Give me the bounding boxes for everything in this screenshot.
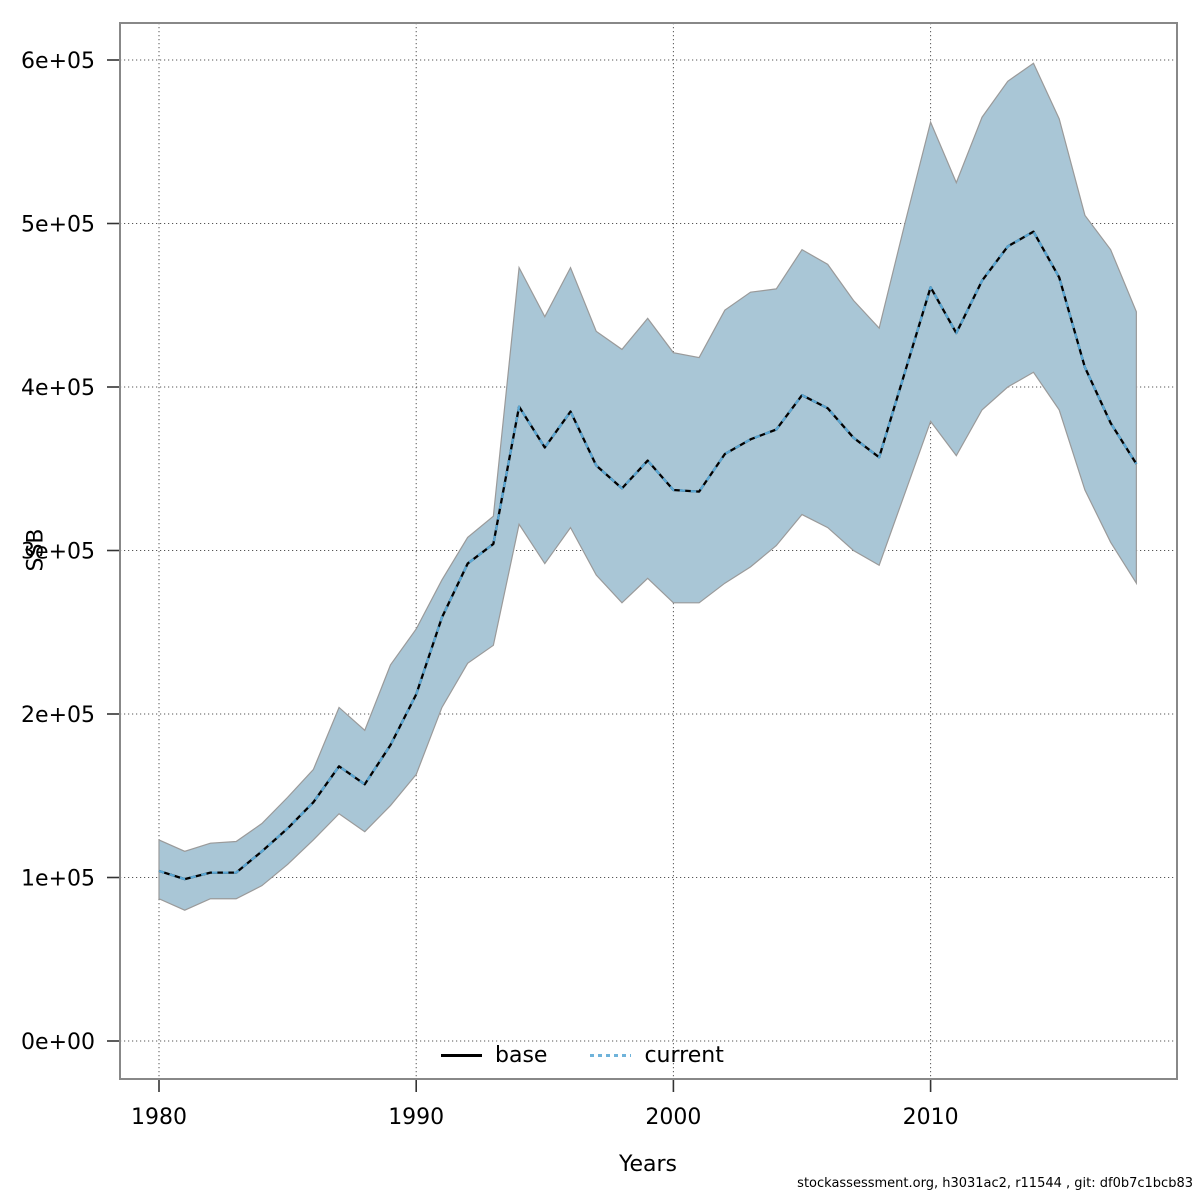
- series-line-current: [158, 230, 1138, 881]
- y-tick-label: 3e+05: [21, 540, 95, 565]
- x-tick-label: 1990: [388, 1105, 444, 1130]
- y-tick-label: 1e+05: [21, 867, 95, 892]
- series-lines: [158, 230, 1138, 881]
- confidence-band-area: [158, 62, 1137, 911]
- axis-tick-labels: 0e+00 1e+05 2e+05 3e+05 4e+05 5e+05 6e+05 1980 1…: [21, 49, 959, 1130]
- y-tick-label: 4e+05: [21, 376, 95, 401]
- confidence-band: [158, 62, 1137, 911]
- footer-credit: stockassessment.org, h3031ac2, r11544 , …: [797, 1176, 1193, 1191]
- legend-label-current: current: [644, 1043, 724, 1068]
- y-tick-label: 0e+00: [21, 1030, 95, 1055]
- plot-border-rect: [119, 22, 1178, 1080]
- legend-key-base-line: [441, 1054, 482, 1057]
- x-tick-label: 1980: [131, 1105, 187, 1130]
- legend-label-base: base: [495, 1043, 548, 1068]
- y-tick-label: 5e+05: [21, 213, 95, 238]
- plot-border: [119, 22, 1178, 1080]
- x-axis-title: Years: [618, 1152, 678, 1177]
- x-tick-label: 2000: [645, 1105, 701, 1130]
- y-tick-label: 6e+05: [21, 49, 95, 74]
- axis-ticks: [107, 59, 932, 1092]
- legend: base current: [441, 1043, 724, 1068]
- y-axis-title: SSB: [23, 528, 49, 572]
- x-tick-label: 2010: [903, 1105, 959, 1130]
- legend-key-current-line: [590, 1054, 632, 1057]
- y-tick-label: 2e+05: [21, 703, 95, 728]
